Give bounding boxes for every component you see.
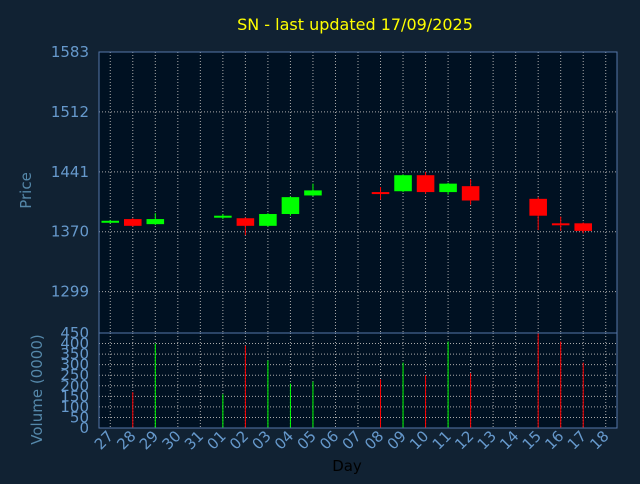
- candle-body: [146, 219, 165, 225]
- candle-body: [304, 190, 322, 196]
- candle-body: [439, 183, 457, 193]
- price-tick-label: 1441: [51, 163, 89, 181]
- volume-tick-label: 450: [60, 324, 89, 342]
- candle-body: [214, 215, 232, 218]
- candle-body: [529, 198, 547, 216]
- candle-body: [574, 223, 593, 231]
- volume-tick-label: 400: [60, 335, 89, 353]
- chart-title: SN - last updated 17/09/2025: [237, 15, 473, 34]
- candle-body: [416, 175, 435, 193]
- candle-body: [394, 175, 412, 192]
- x-tick-labels: 2728293031010203040506070809101112131415…: [91, 427, 613, 453]
- volume-tick-label: 200: [60, 377, 89, 395]
- price-axis-label: Price: [17, 172, 35, 209]
- volume-plot-area: [99, 333, 617, 428]
- candle-body: [123, 219, 142, 226]
- candle-body: [281, 197, 300, 215]
- price-tick-label: 1512: [51, 103, 89, 121]
- x-axis-label: Day: [332, 457, 362, 475]
- volume-tick-label: 150: [60, 387, 89, 405]
- volume-tick-label: 100: [60, 398, 89, 416]
- volume-plot-frame: [98, 332, 618, 429]
- candle-body: [371, 192, 390, 195]
- candle-body: [461, 186, 480, 201]
- volume-axis-label: Volume (0000): [28, 334, 46, 444]
- candle-body: [551, 223, 570, 226]
- price-panel: 1583 1512 1441 1370 1299: [51, 43, 618, 334]
- volume-tick-label: 350: [60, 345, 89, 363]
- volume-tick-label: 0: [79, 419, 89, 437]
- volume-tick-label: 250: [60, 366, 89, 384]
- candle-body: [101, 220, 120, 223]
- candle-body: [236, 218, 255, 226]
- volume-tick-label: 50: [70, 408, 89, 426]
- candle-body: [259, 214, 277, 226]
- volume-tick-label: 300: [60, 356, 89, 374]
- price-tick-label: 1370: [51, 223, 89, 241]
- price-tick-label: 1583: [51, 43, 89, 61]
- price-tick-label: 1299: [51, 283, 89, 301]
